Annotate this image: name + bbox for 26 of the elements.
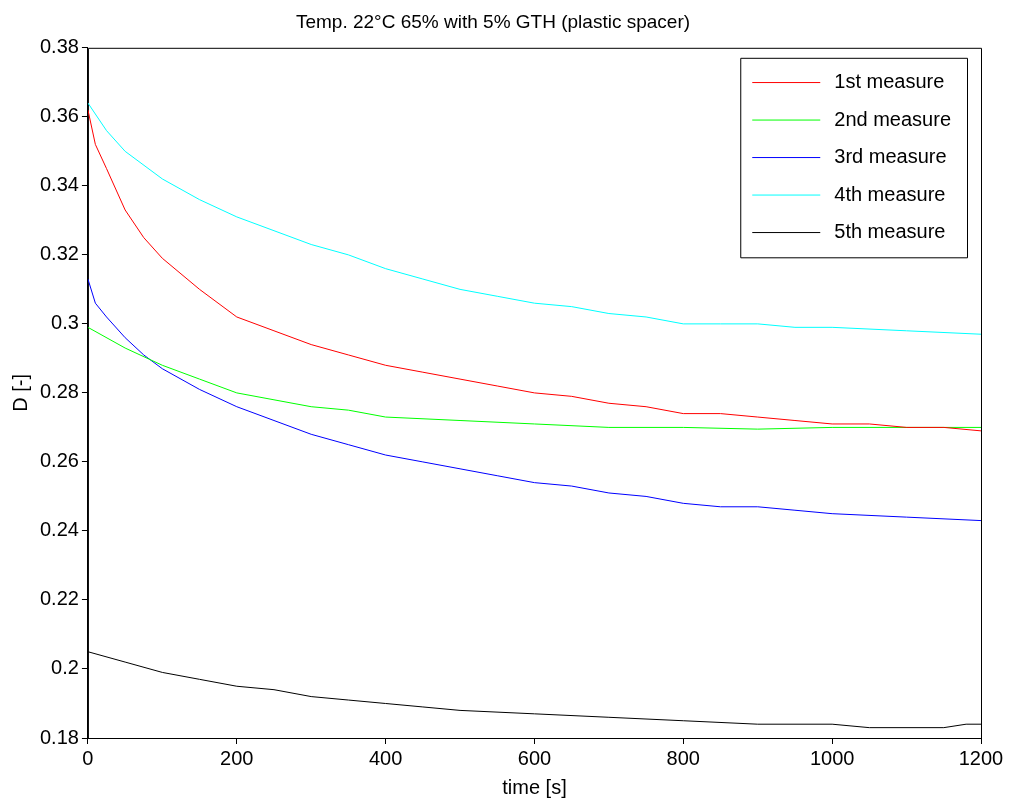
y-tick-label: 0.26 [39,449,79,472]
y-tick-label: 0.32 [39,242,79,265]
legend-label: 4th measure [834,182,946,205]
y-axis-title: D [-] [8,374,31,412]
y-tick-label: 0.24 [39,518,79,541]
y-tick-label: 0.38 [39,35,79,58]
legend-label: 5th measure [834,220,946,243]
y-tick-label: 0.2 [51,656,79,679]
y-tick-label: 0.36 [39,104,79,127]
legend-label: 1st measure [834,70,945,93]
legend-label: 3rd measure [834,145,947,168]
x-tick-label: 1200 [958,746,1004,769]
x-tick-label: 800 [666,746,700,769]
legend-label: 2nd measure [834,107,952,130]
y-tick-label: 0.28 [39,380,79,403]
y-tick-label: 0.34 [39,173,79,196]
chart-title: Temp. 22°C 65% with 5% GTH (plastic spacer) [295,10,691,32]
x-tick-label: 400 [368,746,403,769]
y-tick-label: 0.3 [51,311,79,334]
y-tick-label: 0.18 [39,725,79,748]
x-axis-title: time [s] [502,775,567,798]
x-tick-label: 0 [82,746,94,769]
x-tick-label: 200 [220,746,254,769]
x-tick-label: 600 [517,746,552,769]
y-tick-label: 0.22 [39,587,79,610]
x-tick-label: 1000 [809,746,855,769]
